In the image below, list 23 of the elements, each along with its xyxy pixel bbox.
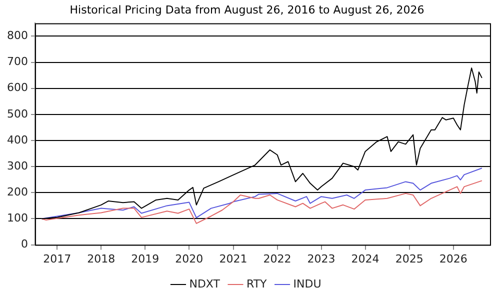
y-tick-label: 400 [6,133,28,146]
x-tick-label: 2022 [263,252,292,266]
legend-label: NDXT [189,277,220,290]
y-tick-label: 300 [6,159,28,172]
x-tick-label: 2020 [175,252,204,266]
legend-label: INDU [293,277,322,290]
y-tick-label: 100 [6,212,28,225]
x-tick-label: 2026 [439,252,468,266]
y-tick-label: 0 [20,238,28,251]
y-tick-label: 700 [6,55,28,68]
y-tick-label: 600 [6,81,28,94]
x-tick-label: 2017 [43,252,72,266]
x-tick-label: 2025 [395,252,424,266]
x-tick-label: 2019 [131,252,160,266]
x-tick-label: 2018 [87,252,116,266]
legend-label: RTY [246,277,268,290]
x-tick-label: 2021 [219,252,248,266]
y-tick-label: 500 [6,107,28,120]
x-tick-label: 2024 [351,252,380,266]
y-tick-label: 800 [6,29,28,42]
y-tick-label: 200 [6,186,28,199]
chart-title: Historical Pricing Data from August 26, 2016 to August 26, 2026 [70,3,424,16]
x-tick-label: 2023 [307,252,336,266]
